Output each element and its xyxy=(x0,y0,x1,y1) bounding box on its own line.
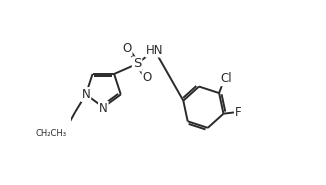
Text: S: S xyxy=(133,57,141,70)
Text: F: F xyxy=(235,106,242,119)
Text: O: O xyxy=(142,71,152,84)
Text: N: N xyxy=(99,102,108,115)
Text: Cl: Cl xyxy=(221,72,232,85)
Text: HN: HN xyxy=(146,44,163,57)
Text: CH₂CH₃: CH₂CH₃ xyxy=(35,129,66,138)
Text: O: O xyxy=(122,42,132,55)
Text: N: N xyxy=(82,88,90,101)
